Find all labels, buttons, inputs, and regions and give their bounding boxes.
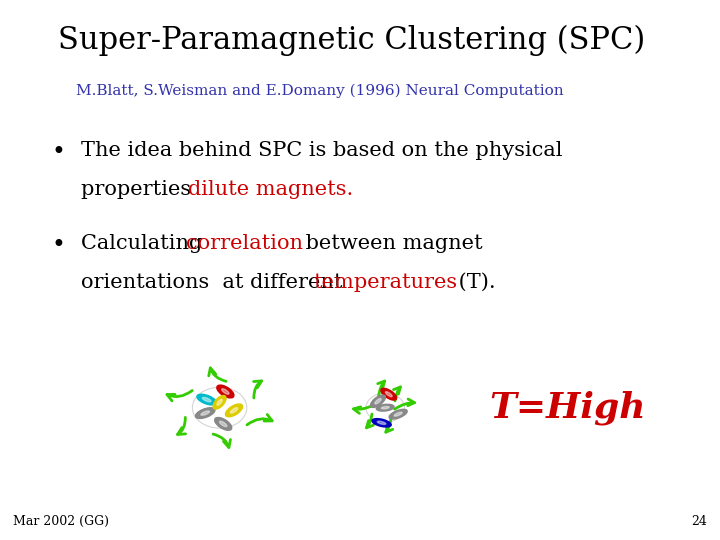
Ellipse shape bbox=[225, 404, 243, 417]
Text: 24: 24 bbox=[691, 515, 707, 528]
Ellipse shape bbox=[381, 388, 397, 400]
Text: The idea behind SPC is based on the physical: The idea behind SPC is based on the phys… bbox=[81, 141, 562, 160]
Ellipse shape bbox=[202, 397, 211, 402]
Text: Mar 2002 (GG): Mar 2002 (GG) bbox=[13, 515, 109, 528]
Ellipse shape bbox=[217, 385, 234, 398]
Ellipse shape bbox=[220, 421, 227, 427]
Text: •: • bbox=[52, 234, 66, 258]
Ellipse shape bbox=[381, 407, 390, 409]
Text: Calculating: Calculating bbox=[81, 234, 209, 253]
Text: dilute magnets.: dilute magnets. bbox=[188, 180, 354, 199]
Ellipse shape bbox=[213, 395, 226, 409]
Ellipse shape bbox=[372, 418, 391, 427]
Ellipse shape bbox=[377, 421, 386, 424]
Ellipse shape bbox=[217, 399, 222, 406]
Ellipse shape bbox=[230, 408, 238, 413]
Ellipse shape bbox=[201, 411, 210, 415]
Ellipse shape bbox=[389, 409, 408, 419]
Text: T=High: T=High bbox=[490, 390, 646, 425]
Ellipse shape bbox=[385, 392, 392, 397]
Ellipse shape bbox=[375, 399, 381, 404]
Text: between magnet: between magnet bbox=[299, 234, 482, 253]
Ellipse shape bbox=[195, 408, 215, 418]
Ellipse shape bbox=[394, 412, 402, 416]
Ellipse shape bbox=[222, 389, 229, 394]
Ellipse shape bbox=[377, 404, 394, 411]
Text: M.Blatt, S.Weisman and E.Domany (1996) Neural Computation: M.Blatt, S.Weisman and E.Domany (1996) N… bbox=[76, 84, 563, 98]
Text: (T).: (T). bbox=[452, 273, 496, 292]
Ellipse shape bbox=[215, 417, 232, 430]
Text: temperatures: temperatures bbox=[313, 273, 457, 292]
Text: orientations  at different: orientations at different bbox=[81, 273, 348, 292]
Ellipse shape bbox=[197, 394, 217, 405]
Text: •: • bbox=[52, 141, 66, 165]
Text: Super-Paramagnetic Clustering (SPC): Super-Paramagnetic Clustering (SPC) bbox=[58, 24, 645, 56]
Ellipse shape bbox=[371, 395, 385, 408]
Text: correlation: correlation bbox=[186, 234, 302, 253]
Text: properties: properties bbox=[81, 180, 197, 199]
